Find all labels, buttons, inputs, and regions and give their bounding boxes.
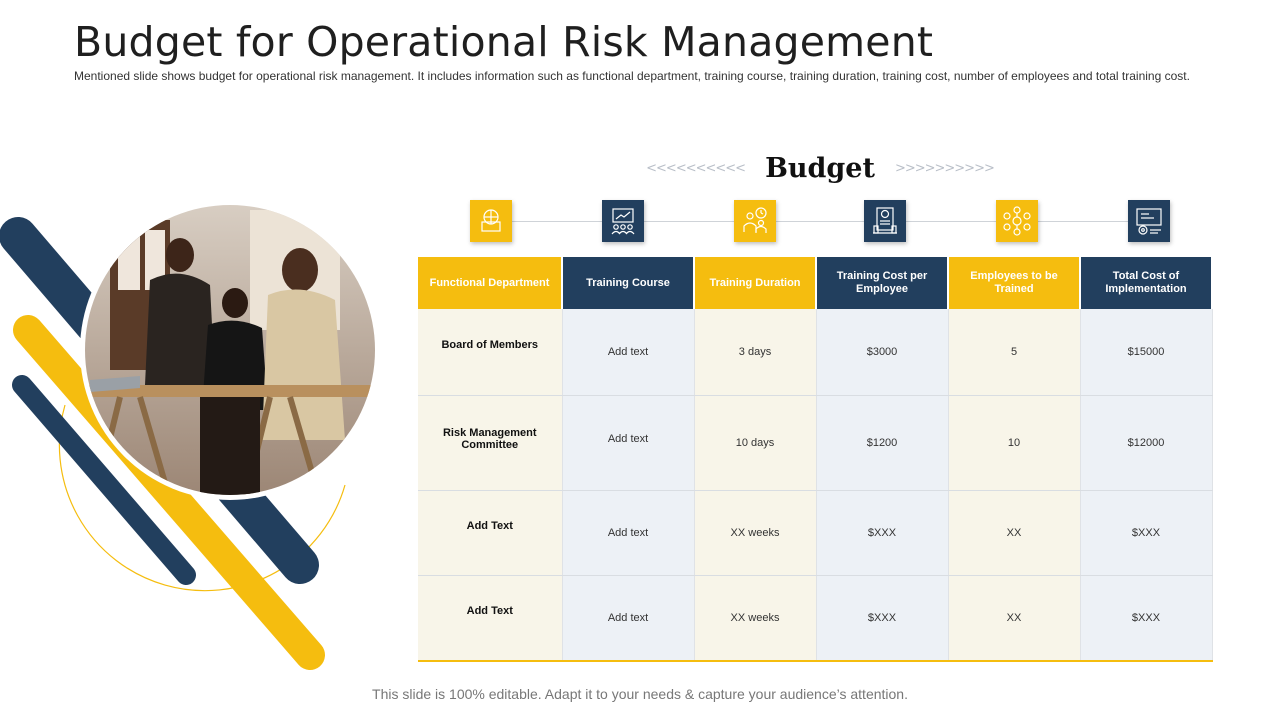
chevrons-left: <<<<<<<<<< <box>646 160 746 176</box>
header-total-cost: Total Cost of Implementation <box>1080 257 1213 309</box>
total-cost-cell: $12000 <box>1080 395 1213 491</box>
department-cell: Add Text <box>418 575 563 662</box>
slide-subtitle: Mentioned slide shows budget for operati… <box>74 69 1190 83</box>
employees-cell: XX <box>948 575 1081 662</box>
cost-per-employee-cell: $1200 <box>816 395 949 491</box>
icon-connector-line <box>478 221 1152 222</box>
table-row: Board of Members Add text 3 days $3000 5… <box>418 309 1213 396</box>
duration-cell: XX weeks <box>694 490 817 576</box>
course-cell: Add text <box>562 575 695 662</box>
icon-row <box>418 198 1212 246</box>
yellow-bar <box>13 315 325 670</box>
cost-per-employee-cell: $XXX <box>816 490 949 576</box>
total-cost-cell: $XXX <box>1080 490 1213 576</box>
duration-cell: XX weeks <box>694 575 817 662</box>
duration-cell: 10 days <box>694 395 817 491</box>
employees-cell: 10 <box>948 395 1081 491</box>
duration-team-icon <box>734 200 776 242</box>
header-training-duration: Training Duration <box>694 257 817 309</box>
department-icon <box>470 200 512 242</box>
department-cell: Add Text <box>418 490 563 576</box>
header-training-course: Training Course <box>562 257 695 309</box>
training-presentation-icon <box>602 200 644 242</box>
slide-title: Budget for Operational Risk Management <box>74 18 934 66</box>
table-row: Risk Management Committee Add text 10 da… <box>418 395 1213 491</box>
course-cell: Add text <box>562 395 695 491</box>
department-cell: Risk Management Committee <box>418 395 563 491</box>
duration-cell: 3 days <box>694 309 817 396</box>
chevrons-right: >>>>>>>>>> <box>894 160 995 176</box>
employees-cell: XX <box>948 490 1081 576</box>
header-employees-trained: Employees to be Trained <box>948 257 1081 309</box>
yellow-ring-arc <box>58 404 346 592</box>
cost-document-icon <box>864 200 906 242</box>
budget-heading: <<<<<<<<<< Budget >>>>>>>>>> <box>646 148 995 188</box>
table-row: Add Text Add text XX weeks $XXX XX $XXX <box>418 575 1213 662</box>
decorative-photo-art <box>0 200 380 670</box>
implementation-process-icon <box>1128 200 1170 242</box>
budget-table: Functional Department Training Course Tr… <box>418 257 1213 662</box>
navy-bar-bottom <box>12 375 196 585</box>
slide-footer-note: This slide is 100% editable. Adapt it to… <box>372 686 908 702</box>
total-cost-cell: $15000 <box>1080 309 1213 396</box>
course-cell: Add text <box>562 309 695 396</box>
team-photo <box>85 205 375 495</box>
employees-cell: 5 <box>948 309 1081 396</box>
budget-title: Budget <box>765 152 875 184</box>
header-functional-department: Functional Department <box>418 257 563 309</box>
department-cell: Board of Members <box>418 309 563 396</box>
table-header-row: Functional Department Training Course Tr… <box>418 257 1213 309</box>
header-training-cost: Training Cost per Employee <box>816 257 949 309</box>
course-cell: Add text <box>562 490 695 576</box>
cost-per-employee-cell: $3000 <box>816 309 949 396</box>
cost-per-employee-cell: $XXX <box>816 575 949 662</box>
table-row: Add Text Add text XX weeks $XXX XX $XXX <box>418 490 1213 576</box>
employees-network-icon <box>996 200 1038 242</box>
total-cost-cell: $XXX <box>1080 575 1213 662</box>
